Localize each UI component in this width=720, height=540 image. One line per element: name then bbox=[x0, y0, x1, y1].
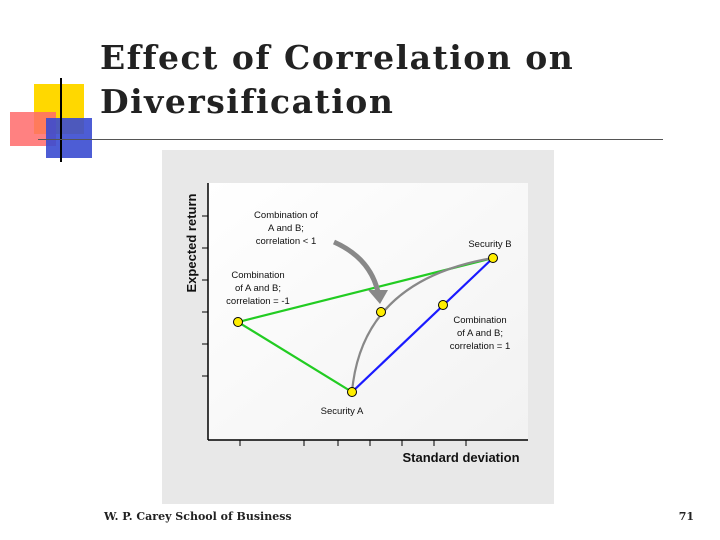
footer-school-name: W. P. Carey School of Business bbox=[104, 510, 292, 523]
security-b-point bbox=[488, 253, 498, 263]
diagram-annotations: Security A Security B Combination of A a… bbox=[226, 210, 511, 417]
figure-panel: Expected return Standard deviation Secur… bbox=[162, 150, 554, 504]
corr-lt1-label: Combination of A and B; correlation < 1 bbox=[254, 210, 318, 247]
pointer-arrow-head bbox=[368, 290, 388, 304]
decor-blue-square bbox=[46, 118, 92, 158]
corr-lt1-label-line3: correlation < 1 bbox=[256, 236, 316, 247]
correlation-lt1-curve bbox=[350, 256, 494, 393]
title-underline bbox=[38, 139, 663, 140]
corr-neg1-label-line2: of A and B; bbox=[235, 283, 281, 294]
x-axis-label: Standard deviation bbox=[402, 450, 519, 465]
security-a-label: Security A bbox=[321, 406, 364, 417]
correlation-pos1-line bbox=[351, 257, 494, 393]
corr-neg1-label: Combination of A and B; correlation = -1 bbox=[226, 270, 290, 307]
corr-pos1-label: Combination of A and B; correlation = 1 bbox=[450, 315, 510, 352]
corr-pos1-point bbox=[438, 300, 448, 310]
correlation-diagram: Expected return Standard deviation Secur… bbox=[184, 183, 528, 465]
page-number: 71 bbox=[678, 510, 694, 523]
decor-vertical-line bbox=[60, 78, 62, 162]
corr-pos1-label-line1: Combination bbox=[453, 315, 506, 326]
title-line-2: Diversification bbox=[100, 82, 395, 121]
corr-lt1-point bbox=[376, 307, 386, 317]
corr-neg1-point bbox=[233, 317, 243, 327]
corr-neg1-label-line1: Combination bbox=[231, 270, 284, 281]
y-axis-ticks bbox=[202, 215, 208, 377]
slide-title: Effect of Correlation on Diversification bbox=[100, 36, 574, 124]
title-line-1: Effect of Correlation on bbox=[100, 38, 575, 77]
pointer-arrow-shaft bbox=[332, 239, 381, 293]
corr-pos1-label-line3: correlation = 1 bbox=[450, 341, 510, 352]
y-axis-label: Expected return bbox=[184, 193, 199, 292]
corr-lt1-label-line1: Combination of bbox=[254, 210, 318, 221]
corr-pos1-label-line2: of A and B; bbox=[457, 328, 503, 339]
corr-lt1-label-line2: A and B; bbox=[268, 223, 304, 234]
corr-neg1-label-line3: correlation = -1 bbox=[226, 296, 290, 307]
x-axis-ticks bbox=[239, 440, 467, 446]
security-a-point bbox=[347, 387, 357, 397]
plot-area bbox=[208, 183, 528, 440]
security-b-label: Security B bbox=[468, 239, 511, 250]
